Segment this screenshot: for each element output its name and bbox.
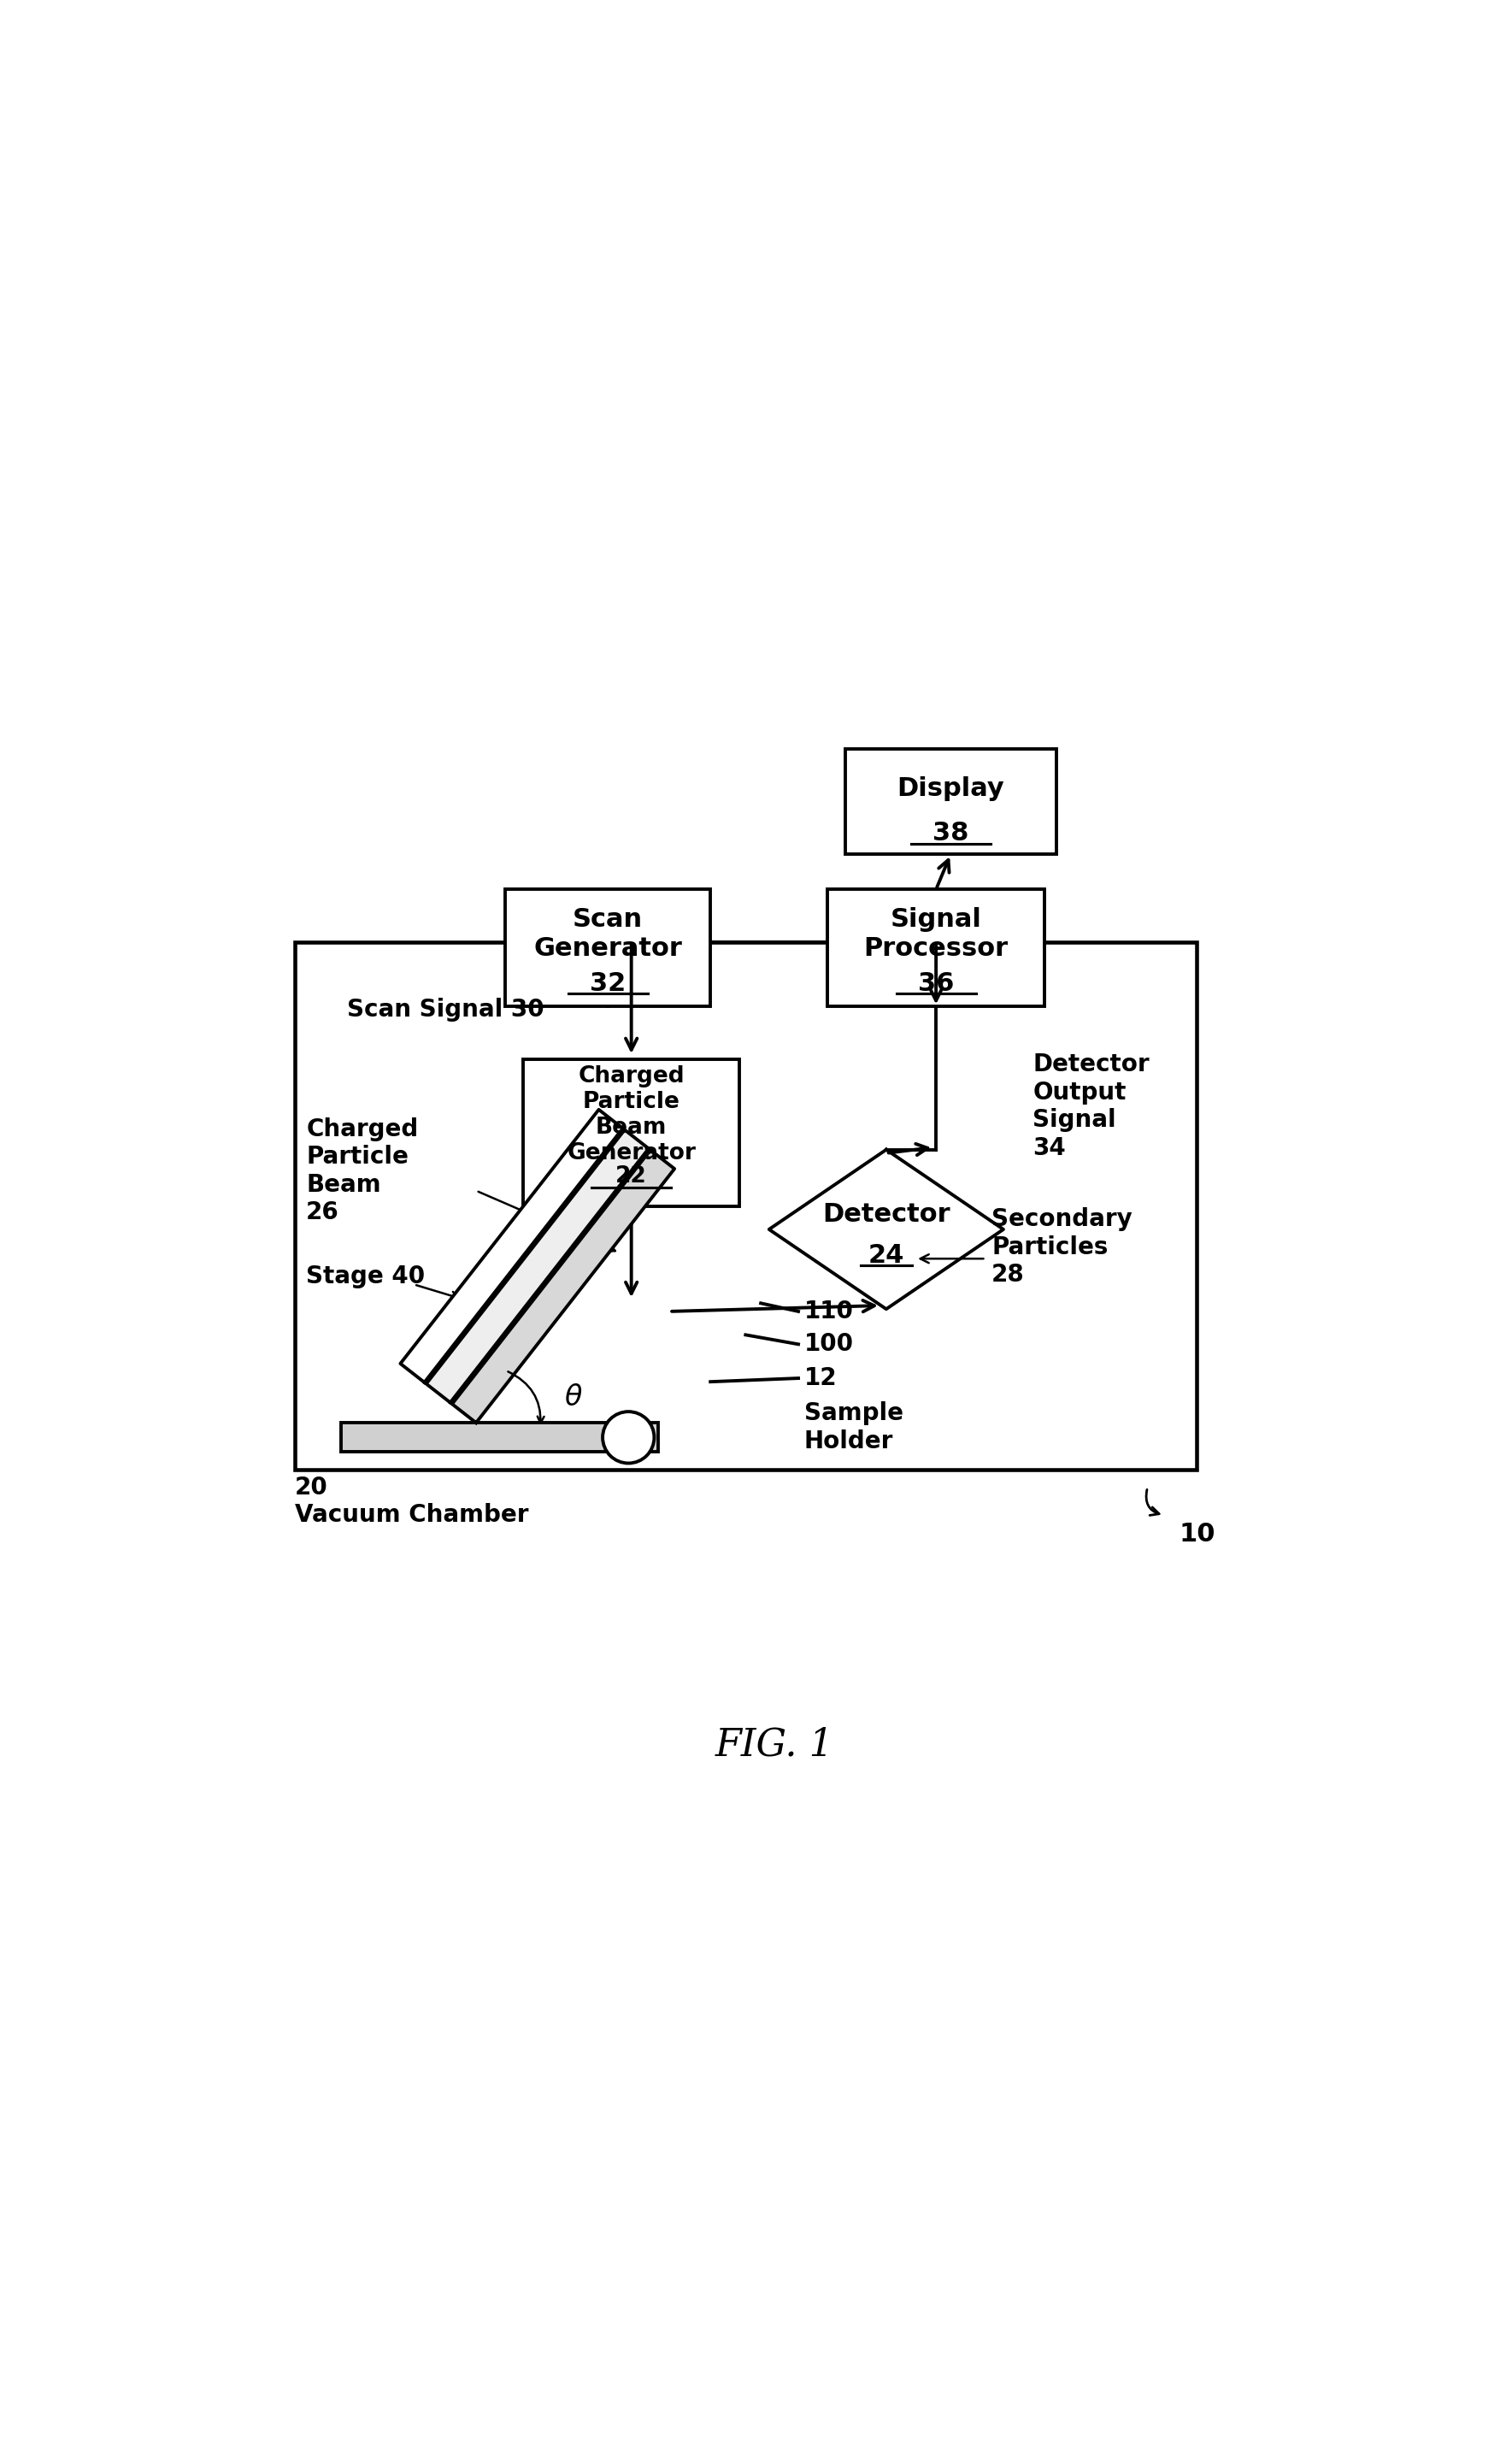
Polygon shape: [426, 1130, 649, 1402]
Text: 12: 12: [804, 1367, 838, 1389]
Text: 110: 110: [804, 1299, 854, 1323]
Bar: [827, 890, 1045, 1008]
Text: 36: 36: [918, 971, 954, 996]
Text: Secondary
Particles
28: Secondary Particles 28: [992, 1208, 1132, 1287]
Text: 20
Vacuum Chamber: 20 Vacuum Chamber: [295, 1475, 528, 1526]
Text: Sample
Holder: Sample Holder: [804, 1402, 903, 1453]
Text: Scan
Generator: Scan Generator: [534, 907, 682, 961]
Text: 24: 24: [868, 1243, 904, 1267]
Text: Detector: Detector: [823, 1201, 950, 1225]
Bar: [295, 942, 1198, 1470]
Circle shape: [603, 1411, 655, 1463]
Text: 10: 10: [1179, 1521, 1216, 1546]
Text: Charged
Particle
Beam
Generator: Charged Particle Beam Generator: [567, 1066, 696, 1164]
Text: FIG. 1: FIG. 1: [715, 1727, 835, 1764]
Text: 100: 100: [804, 1333, 854, 1355]
Text: Display: Display: [897, 775, 1004, 802]
Text: $\theta$: $\theta$: [564, 1382, 582, 1411]
Text: 22: 22: [615, 1164, 647, 1189]
Polygon shape: [452, 1150, 674, 1424]
Text: 38: 38: [933, 822, 969, 846]
Text: 32: 32: [590, 971, 626, 996]
Polygon shape: [770, 1150, 1004, 1309]
Bar: [505, 890, 711, 1008]
Polygon shape: [401, 1110, 623, 1382]
Text: Detector
Output
Signal
34: Detector Output Signal 34: [1033, 1052, 1149, 1159]
Bar: [845, 748, 1055, 854]
Text: Charged
Particle
Beam
26: Charged Particle Beam 26: [307, 1118, 419, 1225]
Text: Signal
Processor: Signal Processor: [863, 907, 1009, 961]
Text: Scan Signal 30: Scan Signal 30: [348, 998, 544, 1022]
Bar: [342, 1424, 658, 1453]
Bar: [523, 1059, 739, 1206]
Text: Stage 40: Stage 40: [307, 1265, 425, 1289]
